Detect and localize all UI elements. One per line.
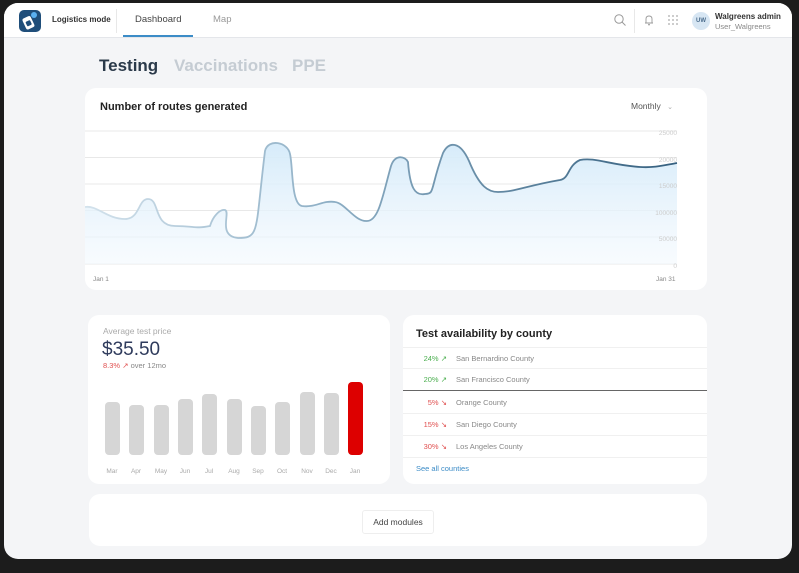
- county-availability-card: Test availability by county 24% ↗ San Be…: [403, 315, 707, 484]
- tab-dashboard[interactable]: Dashboard: [135, 14, 182, 25]
- price-change: 8.3% ↗ over 12mo: [103, 361, 166, 370]
- month-label: Dec: [325, 468, 337, 475]
- county-pct: 5% ↘: [427, 398, 447, 407]
- price-bar-jun[interactable]: [178, 399, 193, 455]
- avatar[interactable]: UW: [692, 12, 710, 30]
- price-bar-aug[interactable]: [227, 399, 242, 455]
- add-modules-button[interactable]: Add modules: [362, 510, 434, 534]
- month-label: Oct: [276, 468, 288, 475]
- top-navigation-bar: Logistics mode Dashboard Map UW Walgreen…: [4, 3, 792, 38]
- chevron-down-icon: ⌄: [667, 104, 674, 111]
- price-bar-sep[interactable]: [251, 406, 266, 455]
- trend-down-icon: ↘: [440, 420, 447, 429]
- y-axis-label: 0: [673, 263, 677, 270]
- search-icon[interactable]: [613, 13, 627, 27]
- tab-map[interactable]: Map: [213, 14, 232, 25]
- price-bar-oct[interactable]: [275, 402, 290, 455]
- user-name: Walgreens admin: [715, 12, 781, 21]
- county-pct: 24% ↗: [423, 354, 447, 363]
- month-label: Jun: [179, 468, 191, 475]
- apps-grid-icon[interactable]: [666, 13, 680, 27]
- divider: [116, 9, 117, 33]
- period-dropdown[interactable]: Monthly ⌄: [631, 101, 673, 111]
- y-axis-label: 25000: [658, 130, 677, 137]
- county-pct: 15% ↘: [423, 420, 447, 429]
- routes-area-chart: [85, 130, 678, 265]
- price-bar-dec[interactable]: [324, 393, 339, 455]
- app-window: Logistics mode Dashboard Map UW Walgreen…: [4, 3, 792, 559]
- month-label: Jul: [204, 468, 214, 475]
- x-axis-start-label: Jan 1: [93, 276, 109, 283]
- divider: [634, 9, 635, 33]
- trend-down-icon: ↘: [440, 442, 447, 451]
- trend-down-icon: ↘: [440, 398, 447, 407]
- period-value: Monthly: [631, 101, 661, 111]
- county-name: San Bernardino County: [456, 354, 534, 363]
- see-all-counties-link[interactable]: See all counties: [416, 464, 469, 473]
- county-row[interactable]: 5% ↘ Orange County: [403, 392, 707, 414]
- section-tab-vaccinations[interactable]: Vaccinations: [174, 56, 278, 75]
- y-axis-label: 50000: [658, 236, 677, 243]
- price-bar-mar[interactable]: [105, 402, 120, 455]
- price-label: Average test price: [103, 326, 172, 336]
- month-label: Nov: [301, 468, 313, 475]
- bell-icon[interactable]: [642, 13, 656, 27]
- county-name: Los Angeles County: [456, 442, 523, 451]
- price-change-period: over 12mo: [130, 361, 167, 370]
- trend-up-icon: ↗: [122, 361, 129, 370]
- month-label: Mar: [106, 468, 118, 475]
- app-logo-icon[interactable]: [19, 10, 41, 32]
- trend-up-icon: ↗: [440, 354, 447, 363]
- trend-up-icon: ↗: [440, 375, 447, 384]
- section-tab-testing[interactable]: Testing: [99, 56, 159, 75]
- price-bar-jan[interactable]: [348, 382, 363, 455]
- add-modules-card: Add modules: [89, 494, 707, 546]
- month-label: Apr: [130, 468, 142, 475]
- active-tab-indicator: [123, 35, 193, 37]
- county-row[interactable]: 15% ↘ San Diego County: [403, 414, 707, 436]
- county-name: Orange County: [456, 398, 507, 407]
- price-bar-apr[interactable]: [129, 405, 144, 455]
- y-axis-label: 20000: [658, 157, 677, 164]
- price-value: $35.50: [102, 339, 161, 360]
- x-axis-end-label: Jan 31: [656, 276, 676, 283]
- average-price-card: Average test price $35.50 8.3% ↗ over 12…: [88, 315, 390, 484]
- county-pct: 20% ↗: [423, 375, 447, 384]
- month-label: May: [154, 468, 168, 475]
- y-axis-label: 100000: [655, 210, 677, 217]
- county-pct: 30% ↘: [423, 442, 447, 451]
- month-label: Sep: [252, 468, 264, 475]
- card-title: Test availability by county: [416, 328, 553, 340]
- month-label: Aug: [228, 468, 240, 475]
- county-name: San Diego County: [456, 420, 517, 429]
- price-bar-jul[interactable]: [202, 394, 217, 455]
- section-tab-ppe[interactable]: PPE: [292, 56, 327, 75]
- county-row[interactable]: 24% ↗ San Bernardino County: [403, 347, 707, 369]
- mode-label: Logistics mode: [52, 15, 111, 24]
- price-bar-nov[interactable]: [300, 392, 315, 455]
- routes-chart-card: Number of routes generated Monthly ⌄: [85, 88, 707, 290]
- county-name: San Francisco County: [456, 375, 530, 384]
- price-bar-may[interactable]: [154, 405, 169, 455]
- card-title: Number of routes generated: [100, 101, 248, 113]
- county-row[interactable]: 30% ↘ Los Angeles County: [403, 436, 707, 458]
- price-change-pct: 8.3%: [103, 361, 121, 370]
- y-axis-label: 15000: [658, 183, 677, 190]
- county-row[interactable]: 20% ↗ San Francisco County: [403, 369, 707, 391]
- user-id: User_Walgreens: [715, 22, 771, 31]
- month-label: Jan: [349, 468, 361, 475]
